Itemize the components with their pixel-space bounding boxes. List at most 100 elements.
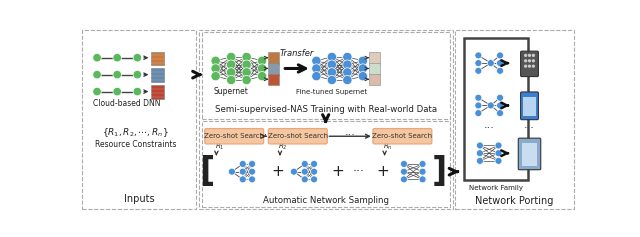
Circle shape [211, 64, 220, 73]
Circle shape [476, 142, 483, 149]
Circle shape [93, 87, 101, 96]
Text: Automatic Network Sampling: Automatic Network Sampling [262, 196, 388, 205]
Circle shape [113, 87, 122, 96]
Text: Inputs: Inputs [124, 194, 154, 204]
Circle shape [310, 160, 317, 167]
Circle shape [93, 54, 101, 62]
Text: Resource Constraints: Resource Constraints [95, 140, 177, 149]
Text: +: + [271, 164, 284, 179]
Circle shape [497, 60, 504, 67]
Circle shape [301, 176, 308, 183]
Circle shape [327, 60, 337, 69]
Circle shape [242, 52, 252, 62]
FancyBboxPatch shape [268, 74, 279, 85]
Circle shape [211, 56, 220, 65]
FancyBboxPatch shape [369, 74, 380, 85]
Circle shape [257, 72, 267, 81]
FancyBboxPatch shape [205, 128, 264, 144]
Bar [198, 30, 452, 210]
Circle shape [532, 60, 534, 62]
Circle shape [312, 56, 321, 65]
Circle shape [358, 72, 367, 81]
FancyBboxPatch shape [268, 52, 279, 64]
Circle shape [239, 176, 246, 183]
Circle shape [310, 168, 317, 175]
Circle shape [532, 55, 534, 56]
Text: ···: ··· [484, 123, 495, 133]
Circle shape [475, 102, 482, 109]
Circle shape [227, 60, 236, 69]
Circle shape [133, 87, 141, 96]
Circle shape [242, 75, 252, 85]
Circle shape [495, 150, 502, 157]
Circle shape [525, 60, 527, 62]
Text: Zero-shot Search: Zero-shot Search [204, 133, 264, 139]
Bar [202, 32, 450, 118]
Text: ···: ··· [260, 130, 271, 140]
Circle shape [113, 54, 122, 62]
Circle shape [343, 52, 352, 62]
Circle shape [227, 68, 236, 77]
Circle shape [133, 54, 141, 62]
Text: $\{R_1, R_2, \cdots, R_n\}$: $\{R_1, R_2, \cdots, R_n\}$ [102, 126, 169, 139]
Text: $R_n$: $R_n$ [383, 142, 393, 152]
FancyBboxPatch shape [151, 51, 164, 65]
Text: Semi-supervised-NAS Training with Real-world Data: Semi-supervised-NAS Training with Real-w… [214, 105, 436, 114]
Text: [: [ [198, 155, 214, 188]
Circle shape [239, 168, 246, 175]
FancyBboxPatch shape [373, 128, 432, 144]
Circle shape [475, 67, 482, 74]
FancyBboxPatch shape [520, 92, 538, 120]
Circle shape [133, 70, 141, 79]
FancyBboxPatch shape [522, 143, 537, 166]
Circle shape [248, 168, 255, 175]
FancyBboxPatch shape [369, 63, 380, 75]
Circle shape [497, 52, 504, 59]
Circle shape [497, 67, 504, 74]
FancyBboxPatch shape [518, 138, 541, 170]
Circle shape [327, 52, 337, 62]
Text: Supernet: Supernet [214, 87, 248, 96]
Circle shape [476, 157, 483, 164]
Circle shape [497, 94, 504, 101]
Circle shape [301, 168, 308, 175]
Circle shape [358, 56, 367, 65]
Circle shape [343, 75, 352, 85]
Circle shape [475, 52, 482, 59]
Bar [81, 30, 196, 210]
Circle shape [475, 94, 482, 101]
Bar [202, 121, 450, 207]
Text: ···: ··· [524, 123, 535, 133]
Circle shape [476, 150, 483, 157]
Circle shape [529, 65, 531, 67]
Circle shape [525, 55, 527, 56]
Circle shape [242, 60, 252, 69]
Circle shape [525, 65, 527, 67]
Text: +: + [376, 164, 388, 179]
FancyBboxPatch shape [520, 51, 538, 77]
Circle shape [301, 160, 308, 167]
Text: ]: ] [431, 155, 447, 188]
Circle shape [312, 64, 321, 73]
Circle shape [343, 68, 352, 77]
Circle shape [228, 168, 236, 175]
Text: +: + [331, 164, 344, 179]
Circle shape [227, 75, 236, 85]
Circle shape [312, 72, 321, 81]
Circle shape [487, 102, 494, 109]
FancyBboxPatch shape [151, 68, 164, 82]
Circle shape [248, 176, 255, 183]
Circle shape [93, 70, 101, 79]
Circle shape [419, 168, 426, 175]
Text: Zero-shot Search: Zero-shot Search [268, 133, 328, 139]
Text: $R_2$: $R_2$ [278, 142, 288, 152]
Circle shape [211, 72, 220, 81]
Circle shape [343, 60, 352, 69]
Circle shape [401, 176, 408, 183]
Circle shape [487, 60, 494, 67]
Circle shape [227, 52, 236, 62]
Circle shape [248, 160, 255, 167]
Circle shape [475, 60, 482, 67]
Circle shape [495, 157, 502, 164]
Text: Network Porting: Network Porting [475, 196, 553, 206]
